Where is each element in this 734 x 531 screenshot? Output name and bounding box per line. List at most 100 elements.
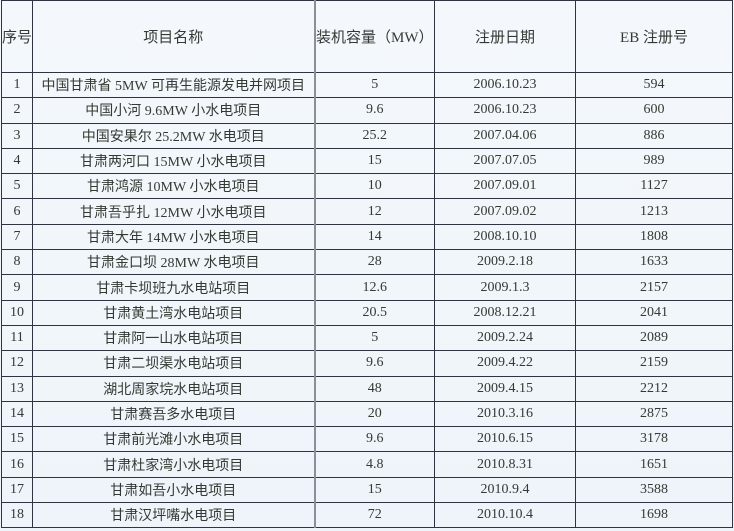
cell-index: 13 [1, 375, 33, 402]
cell-registration-date: 2010.6.15 [434, 426, 576, 453]
table-row: 8 甘肃金口坝 28MW 水电项目 28 2009.2.18 1633 [1, 249, 733, 276]
cell-project-name: 甘肃两河口 15MW 小水电项目 [32, 147, 315, 175]
cell-eb-number: 2157 [575, 274, 733, 301]
table-row: 14 甘肃赛吾多水电项目 20 2010.3.16 2875 [1, 400, 733, 428]
cell-project-name: 中国甘肃省 5MW 可再生能源发电并网项目 [32, 71, 315, 99]
cell-index: 16 [1, 451, 33, 478]
cell-registration-date: 2010.3.16 [434, 400, 576, 428]
cell-project-name: 甘肃前光滩小水电项目 [32, 426, 315, 453]
table-row: 18 甘肃汉坪嘴水电项目 72 2010.10.4 1698 [1, 502, 733, 529]
cell-index: 15 [1, 426, 33, 453]
cell-index: 4 [1, 147, 33, 175]
cell-capacity: 14 [313, 223, 435, 251]
cell-project-name: 中国小河 9.6MW 小水电项目 [32, 97, 315, 124]
cell-capacity: 12.6 [313, 274, 435, 301]
cell-registration-date: 2010.10.4 [434, 502, 576, 529]
cell-capacity: 15 [313, 147, 435, 175]
cell-eb-number: 1651 [575, 451, 733, 478]
cell-eb-number: 3178 [575, 426, 733, 453]
cell-eb-number: 1633 [575, 249, 733, 276]
header-eb-number: EB 注册号 [575, 0, 733, 73]
table-row: 5 甘肃鸿源 10MW 小水电项目 10 2007.09.01 1127 [1, 173, 733, 200]
cell-capacity: 20.5 [313, 299, 435, 326]
cell-registration-date: 2010.8.31 [434, 451, 576, 478]
cell-registration-date: 2007.07.05 [434, 147, 576, 175]
cell-capacity: 9.6 [313, 97, 435, 124]
cell-project-name: 甘肃金口坝 28MW 水电项目 [32, 249, 315, 276]
cell-eb-number: 2089 [575, 324, 733, 352]
table-row: 13 湖北周家垸水电站项目 48 2009.4.15 2212 [1, 375, 733, 402]
cell-registration-date: 2007.09.01 [434, 173, 576, 200]
cell-project-name: 甘肃吾乎扎 12MW 小水电项目 [32, 198, 315, 225]
cell-eb-number: 2159 [575, 350, 733, 377]
header-row: 序号 项目名称 装机容量（MW） 注册日期 EB 注册号 [1, 0, 733, 73]
cell-index: 10 [1, 299, 33, 326]
cell-eb-number: 989 [575, 147, 733, 175]
cell-project-name: 甘肃鸿源 10MW 小水电项目 [32, 173, 315, 200]
cell-index: 9 [1, 274, 33, 301]
cell-capacity: 4.8 [313, 451, 435, 478]
cell-index: 3 [1, 122, 33, 149]
cell-project-name: 甘肃汉坪嘴水电项目 [32, 502, 315, 529]
table-row: 16 甘肃杜家湾小水电项目 4.8 2010.8.31 1651 [1, 451, 733, 478]
cell-project-name: 甘肃如吾小水电项目 [32, 476, 315, 504]
cell-registration-date: 2008.12.21 [434, 299, 576, 326]
cell-project-name: 甘肃卡坝班九水电站项目 [32, 274, 315, 301]
cell-eb-number: 1698 [575, 502, 733, 529]
cell-eb-number: 1808 [575, 223, 733, 251]
cell-capacity: 10 [313, 173, 435, 200]
cell-project-name: 甘肃大年 14MW 小水电项目 [32, 223, 315, 251]
cell-registration-date: 2006.10.23 [434, 97, 576, 124]
cell-capacity: 5 [313, 324, 435, 352]
cell-eb-number: 594 [575, 71, 733, 99]
cell-capacity: 15 [313, 476, 435, 504]
cell-index: 7 [1, 223, 33, 251]
table-row: 15 甘肃前光滩小水电项目 9.6 2010.6.15 3178 [1, 426, 733, 453]
cell-registration-date: 2007.09.02 [434, 198, 576, 225]
table-row: 4 甘肃两河口 15MW 小水电项目 15 2007.07.05 989 [1, 147, 733, 175]
header-capacity: 装机容量（MW） [313, 0, 435, 73]
cell-project-name: 甘肃杜家湾小水电项目 [32, 451, 315, 478]
cell-eb-number: 3588 [575, 476, 733, 504]
cell-index: 11 [1, 324, 33, 352]
cell-registration-date: 2009.2.18 [434, 249, 576, 276]
cell-project-name: 甘肃黄土湾水电站项目 [32, 299, 315, 326]
table-row: 17 甘肃如吾小水电项目 15 2010.9.4 3588 [1, 476, 733, 504]
cell-eb-number: 1213 [575, 198, 733, 225]
cell-capacity: 72 [313, 502, 435, 529]
cell-index: 5 [1, 173, 33, 200]
table-row: 11 甘肃阿一山水电站项目 5 2009.2.24 2089 [1, 324, 733, 352]
cell-project-name: 甘肃阿一山水电站项目 [32, 324, 315, 352]
cell-project-name: 中国安果尔 25.2MW 水电项目 [32, 122, 315, 149]
cell-project-name: 湖北周家垸水电站项目 [32, 375, 315, 402]
header-project-name: 项目名称 [32, 0, 315, 73]
table-row: 1 中国甘肃省 5MW 可再生能源发电并网项目 5 2006.10.23 594 [1, 71, 733, 99]
cell-index: 18 [1, 502, 33, 529]
cell-index: 17 [1, 476, 33, 504]
cell-capacity: 5 [313, 71, 435, 99]
cell-capacity: 25.2 [313, 122, 435, 149]
cell-registration-date: 2010.9.4 [434, 476, 576, 504]
table-row: 9 甘肃卡坝班九水电站项目 12.6 2009.1.3 2157 [1, 274, 733, 301]
cell-index: 6 [1, 198, 33, 225]
cell-capacity: 9.6 [313, 426, 435, 453]
cell-eb-number: 2212 [575, 375, 733, 402]
cell-registration-date: 2009.2.24 [434, 324, 576, 352]
table-row: 12 甘肃二坝渠水电站项目 9.6 2009.4.22 2159 [1, 350, 733, 377]
table-row: 6 甘肃吾乎扎 12MW 小水电项目 12 2007.09.02 1213 [1, 198, 733, 225]
cell-registration-date: 2007.04.06 [434, 122, 576, 149]
cell-index: 12 [1, 350, 33, 377]
cell-eb-number: 600 [575, 97, 733, 124]
cell-capacity: 12 [313, 198, 435, 225]
cell-eb-number: 2041 [575, 299, 733, 326]
table-row: 7 甘肃大年 14MW 小水电项目 14 2008.10.10 1808 [1, 223, 733, 251]
cell-registration-date: 2009.1.3 [434, 274, 576, 301]
cell-capacity: 20 [313, 400, 435, 428]
cell-registration-date: 2008.10.10 [434, 223, 576, 251]
table-row: 10 甘肃黄土湾水电站项目 20.5 2008.12.21 2041 [1, 299, 733, 326]
cell-registration-date: 2009.4.15 [434, 375, 576, 402]
cell-eb-number: 1127 [575, 173, 733, 200]
cell-index: 8 [1, 249, 33, 276]
cell-capacity: 48 [313, 375, 435, 402]
header-registration-date: 注册日期 [434, 0, 576, 73]
